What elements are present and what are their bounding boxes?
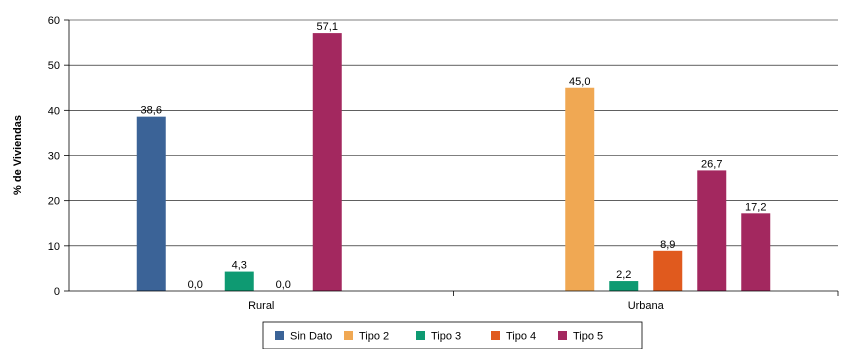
y-tick-label: 50	[48, 60, 60, 72]
y-axis-title: % de Viviendas	[12, 115, 24, 195]
data-label: 57,1	[317, 21, 338, 33]
data-label: 4,3	[232, 260, 247, 272]
data-label: 8,9	[660, 239, 675, 251]
data-label: 0,0	[276, 279, 291, 291]
data-labels: 38,6 0,0 4,3 0,0 57,1 45,0 2,2 8,9 26,7 17,2	[141, 21, 767, 291]
legend-swatch	[491, 331, 500, 340]
bar	[224, 271, 254, 291]
x-category-label: Urbana	[628, 300, 665, 312]
bar	[312, 33, 342, 292]
bar	[136, 116, 166, 291]
bar	[741, 213, 771, 291]
legend-label: Tipo 2	[359, 331, 389, 343]
bar	[565, 87, 595, 291]
bar	[609, 281, 639, 291]
legend: Sin Dato Tipo 2 Tipo 3 Tipo 4 Tipo 5	[262, 321, 643, 349]
legend-swatch	[558, 331, 567, 340]
data-label: 38,6	[141, 105, 162, 117]
x-category-label: Rural	[248, 300, 274, 312]
legend-label: Tipo 3	[431, 331, 461, 343]
bar	[653, 250, 683, 291]
data-label: 26,7	[701, 158, 722, 170]
legend-box	[262, 321, 643, 349]
legend-label: Tipo 5	[573, 331, 603, 343]
y-tick-label: 30	[48, 151, 60, 163]
data-label: 17,2	[745, 201, 766, 213]
legend-label: Sin Dato	[290, 331, 332, 343]
y-tick-label: 10	[48, 241, 60, 253]
axes: 0 10 20 30 40 50 60 Rural Urbana	[48, 15, 839, 312]
y-tick-label: 60	[48, 15, 60, 27]
y-tick-label: 20	[48, 196, 60, 208]
data-label: 2,2	[616, 269, 631, 281]
data-label: 45,0	[569, 76, 590, 88]
y-tick-label: 0	[54, 286, 60, 298]
legend-label: Tipo 4	[506, 331, 536, 343]
y-tick-label: 40	[48, 105, 60, 117]
bars	[136, 33, 771, 292]
bar	[697, 170, 727, 291]
legend-swatch	[275, 331, 284, 340]
legend-swatch	[416, 331, 425, 340]
legend-swatch	[344, 331, 353, 340]
data-label: 0,0	[188, 279, 203, 291]
